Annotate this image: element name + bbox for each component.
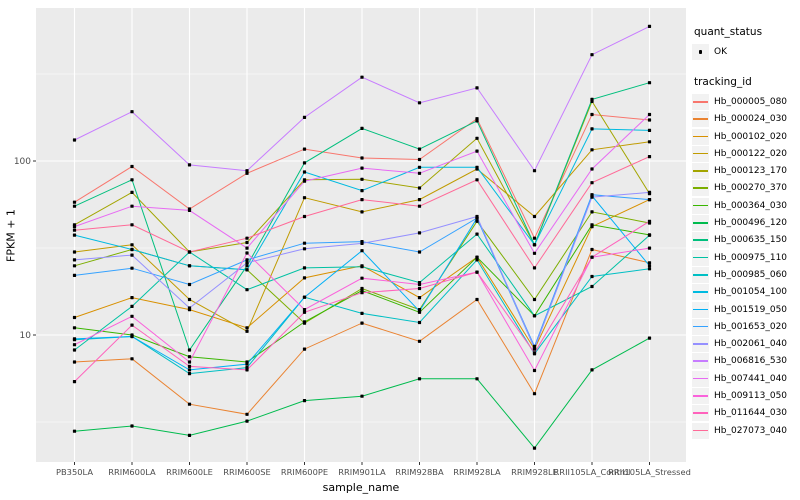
- legend-key-color-swatch: [692, 180, 709, 197]
- legend-key-color-swatch: [692, 353, 709, 370]
- legend-entry-Hb_000123_170: Hb_000123_170: [692, 162, 800, 180]
- legend-entry-Hb_000102_020: Hb_000102_020: [692, 128, 800, 145]
- legend-label: Hb_009113_050: [714, 390, 788, 401]
- legend-key-color-swatch: [692, 266, 709, 283]
- svg-text:RRIM600LA: RRIM600LA: [108, 467, 156, 477]
- legend-key-color-swatch: [692, 284, 709, 301]
- legend-label: Hb_000024_030: [714, 114, 788, 125]
- legend-key-color-swatch: [692, 318, 709, 335]
- x-axis-title: sample_name: [322, 481, 400, 494]
- legend-key-color-swatch: [692, 145, 709, 162]
- legend-label: Hb_000635_150: [714, 235, 788, 246]
- legend-label: Hb_006816_530: [714, 356, 788, 367]
- legend-key-color-swatch: [692, 387, 709, 404]
- legend-key-color-swatch: [692, 422, 709, 439]
- legend-entry-Hb_009113_050: Hb_009113_050: [692, 387, 800, 404]
- legend-label: Hb_027073_040: [714, 425, 788, 436]
- legend-key-color-swatch: [692, 232, 709, 249]
- legend-label: Hb_011644_030: [714, 408, 788, 419]
- svg-text:RRIM600SE: RRIM600SE: [223, 467, 270, 477]
- legend-entry-Hb_000270_370: Hb_000270_370: [692, 180, 800, 197]
- legend-key-color-swatch: [692, 405, 709, 422]
- legend-key-color-swatch: [692, 93, 709, 110]
- legend-label: Hb_000496_120: [714, 218, 788, 229]
- legend-entry-Hb_000985_060: Hb_000985_060: [692, 266, 800, 283]
- data-points: [72, 24, 652, 450]
- svg-text:RRII105LA_Control: RRII105LA_Control: [554, 467, 631, 477]
- legend-label: Hb_000364_030: [714, 200, 788, 211]
- legend-key-color-swatch: [692, 197, 709, 214]
- legend-key-color-swatch: [692, 249, 709, 266]
- legend-label: Hb_000102_020: [714, 131, 788, 142]
- legend-entry-Hb_027073_040: Hb_027073_040: [692, 422, 800, 439]
- svg-text:RRIM928LE: RRIM928LE: [511, 467, 558, 477]
- legend-entry-Hb_000024_030: Hb_000024_030: [692, 111, 800, 128]
- legend-label: Hb_000122_020: [714, 148, 788, 159]
- legend-entry-Hb_006816_530: Hb_006816_530: [692, 353, 800, 370]
- legend-label: Hb_007441_040: [714, 373, 788, 384]
- legend-key-color-swatch: [692, 336, 709, 353]
- legend-entry-Hb_002061_040: Hb_002061_040: [692, 335, 800, 353]
- legend-entry-Hb_001054_100: Hb_001054_100: [692, 284, 800, 301]
- legend-label: Hb_000005_080: [714, 96, 788, 107]
- legend-label: Hb_000123_170: [714, 166, 788, 177]
- point-marker-icon: [699, 50, 703, 54]
- legend-entry-Hb_011644_030: Hb_011644_030: [692, 405, 800, 422]
- legend-label: Hb_001054_100: [714, 287, 788, 298]
- legend-title-quant-status: quant_status: [694, 26, 763, 38]
- legend-entry-Hb_007441_040: Hb_007441_040: [692, 370, 800, 387]
- legend-entry-Hb_000122_020: Hb_000122_020: [692, 145, 800, 162]
- legend-label: Hb_001519_050: [714, 304, 788, 315]
- legend: quant_status OK tracking_id Hb_000005_08…: [692, 26, 800, 439]
- svg-text:10: 10: [20, 331, 32, 341]
- legend-key-ok: [692, 43, 709, 60]
- legend-label: Hb_001653_020: [714, 321, 788, 332]
- svg-text:RRIM928LA: RRIM928LA: [453, 467, 501, 477]
- legend-entry-quant-status: OK: [692, 43, 800, 60]
- svg-text:RRII105LA_Stressed: RRII105LA_Stressed: [608, 467, 691, 477]
- legend-label: Hb_000975_110: [714, 252, 788, 263]
- svg-text:RRIM600PE: RRIM600PE: [281, 467, 328, 477]
- legend-entry-Hb_000635_150: Hb_000635_150: [692, 232, 800, 249]
- legend-entry-Hb_001653_020: Hb_001653_020: [692, 318, 800, 335]
- legend-label: Hb_000985_060: [714, 269, 788, 280]
- legend-entry-Hb_000975_110: Hb_000975_110: [692, 249, 800, 266]
- legend-key-color-swatch: [692, 163, 709, 180]
- legend-key-color-swatch: [692, 128, 709, 145]
- legend-entry-Hb_001519_050: Hb_001519_050: [692, 301, 800, 318]
- legend-key-color-swatch: [692, 301, 709, 318]
- svg-text:RRIM928BA: RRIM928BA: [395, 467, 444, 477]
- legend-key-color-swatch: [692, 215, 709, 232]
- y-axis-title: FPKM + 1: [4, 209, 18, 262]
- axis-ticks: [33, 160, 650, 465]
- legend-entry-Hb_000364_030: Hb_000364_030: [692, 197, 800, 214]
- axis-tick-labels: 10 100 PB350LA RRIM600LA RRIM600LE RRIM600SE R…: [14, 157, 691, 477]
- legend-title-tracking-id: tracking_id: [694, 76, 752, 89]
- legend-label: Hb_000270_370: [714, 183, 788, 194]
- legend-label-ok: OK: [714, 46, 727, 57]
- svg-text:PB350LA: PB350LA: [56, 467, 93, 477]
- legend-entry-Hb_000496_120: Hb_000496_120: [692, 214, 800, 232]
- svg-text:100: 100: [14, 157, 31, 167]
- legend-entry-Hb_000005_080: Hb_000005_080: [692, 93, 800, 110]
- svg-text:RRIM600LE: RRIM600LE: [166, 467, 213, 477]
- legend-label: Hb_002061_040: [714, 339, 788, 350]
- svg-text:RRIM901LA: RRIM901LA: [338, 467, 386, 477]
- legend-key-color-swatch: [692, 111, 709, 128]
- legend-key-color-swatch: [692, 370, 709, 387]
- legend-tracking-id-entries: Hb_000005_080 Hb_000024_030 Hb_000102_020 H…: [692, 93, 800, 439]
